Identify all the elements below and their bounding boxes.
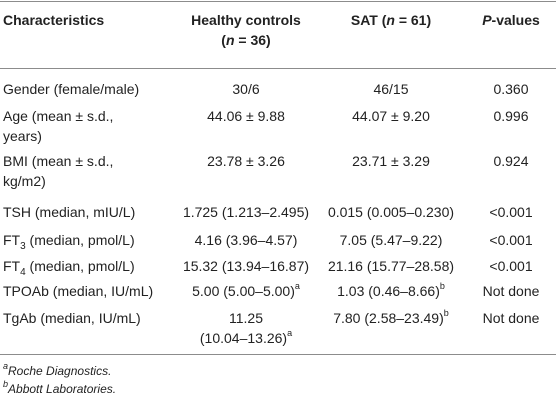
table-row: Age (mean ± s.d., years) 44.06 ± 9.88 44.… bbox=[0, 106, 556, 146]
row-label: TgAb (median, IU/mL) bbox=[3, 310, 141, 326]
bottom-rule bbox=[0, 354, 556, 355]
table-row: Gender (female/male) 30/6 46/15 0.360 bbox=[0, 68, 556, 106]
sat-value: 44.07 ± 9.20 bbox=[352, 108, 430, 124]
healthy-value: 30/6 bbox=[232, 81, 260, 97]
row-label: TPOAb (median, IU/mL) bbox=[3, 283, 154, 299]
healthy-value: 23.78 ± 3.26 bbox=[207, 153, 285, 169]
footnote: bAbbott Laboratories. bbox=[3, 379, 117, 397]
table-row: FT3 (median, pmol/L) 4.16 (3.96–4.57) 7.… bbox=[0, 226, 556, 253]
healthy-value: 5.00 (5.00–5.00)a bbox=[192, 281, 300, 299]
characteristics-table: Characteristics Healthy controls (n = 36… bbox=[0, 0, 556, 355]
healthy-value: 44.06 ± 9.88 bbox=[207, 108, 285, 124]
healthy-value: 11.25 (10.04–13.26)a bbox=[199, 310, 293, 346]
table-row: BMI (mean ± s.d., kg/m2) 23.78 ± 3.26 23.… bbox=[0, 146, 556, 196]
header-rule bbox=[0, 68, 556, 69]
header-sat: SAT (n = 61) bbox=[350, 12, 432, 28]
p-value: 0.360 bbox=[493, 81, 529, 97]
sat-value: 46/15 bbox=[373, 81, 409, 97]
sat-value: 23.71 ± 3.29 bbox=[352, 153, 430, 169]
row-label: Age (mean ± s.d., years) bbox=[3, 108, 114, 144]
table-row: TSH (median, mIU/L) 1.725 (1.213–2.495) … bbox=[0, 196, 556, 226]
p-value: <0.001 bbox=[489, 258, 533, 274]
healthy-value: 15.32 (13.94–16.87) bbox=[182, 258, 310, 274]
p-value: <0.001 bbox=[489, 232, 533, 248]
p-value: Not done bbox=[482, 310, 540, 326]
header-row: Characteristics Healthy controls (n = 36… bbox=[0, 0, 556, 68]
row-label: FT3 (median, pmol/L) bbox=[3, 232, 135, 252]
table-row: TgAb (median, IU/mL) 11.25 (10.04–13.26)… bbox=[0, 305, 556, 355]
p-value: 0.996 bbox=[493, 108, 529, 124]
table-row: TPOAb (median, IU/mL) 5.00 (5.00–5.00)a … bbox=[0, 280, 556, 305]
sat-value: 21.16 (15.77–28.58) bbox=[327, 258, 455, 274]
header-healthy-controls: Healthy controls (n = 36) bbox=[191, 12, 301, 48]
row-label: FT4 (median, pmol/L) bbox=[3, 258, 135, 278]
sat-value: 7.80 (2.58–23.49)b bbox=[333, 308, 449, 326]
sat-value: 7.05 (5.47–9.22) bbox=[339, 232, 443, 248]
healthy-value: 4.16 (3.96–4.57) bbox=[194, 232, 298, 248]
row-label: Gender (female/male) bbox=[3, 81, 140, 97]
header-p-values: P-values bbox=[482, 12, 540, 28]
footnote: aRoche Diagnostics. bbox=[3, 361, 112, 379]
row-label: BMI (mean ± s.d., kg/m2) bbox=[3, 153, 114, 189]
healthy-value: 1.725 (1.213–2.495) bbox=[182, 204, 310, 220]
sat-value: 1.03 (0.46–8.66)b bbox=[337, 281, 445, 299]
table-row: FT4 (median, pmol/L) 15.32 (13.94–16.87)… bbox=[0, 253, 556, 280]
top-rule bbox=[0, 1, 556, 2]
row-label: TSH (median, mIU/L) bbox=[3, 204, 136, 220]
header-characteristics: Characteristics bbox=[3, 12, 105, 28]
p-value: <0.001 bbox=[489, 204, 533, 220]
footnotes: aRoche Diagnostics. bAbbott Laboratories… bbox=[3, 362, 116, 398]
p-value: Not done bbox=[482, 283, 540, 299]
sat-value: 0.015 (0.005–0.230) bbox=[327, 204, 455, 220]
p-value: 0.924 bbox=[493, 153, 529, 169]
